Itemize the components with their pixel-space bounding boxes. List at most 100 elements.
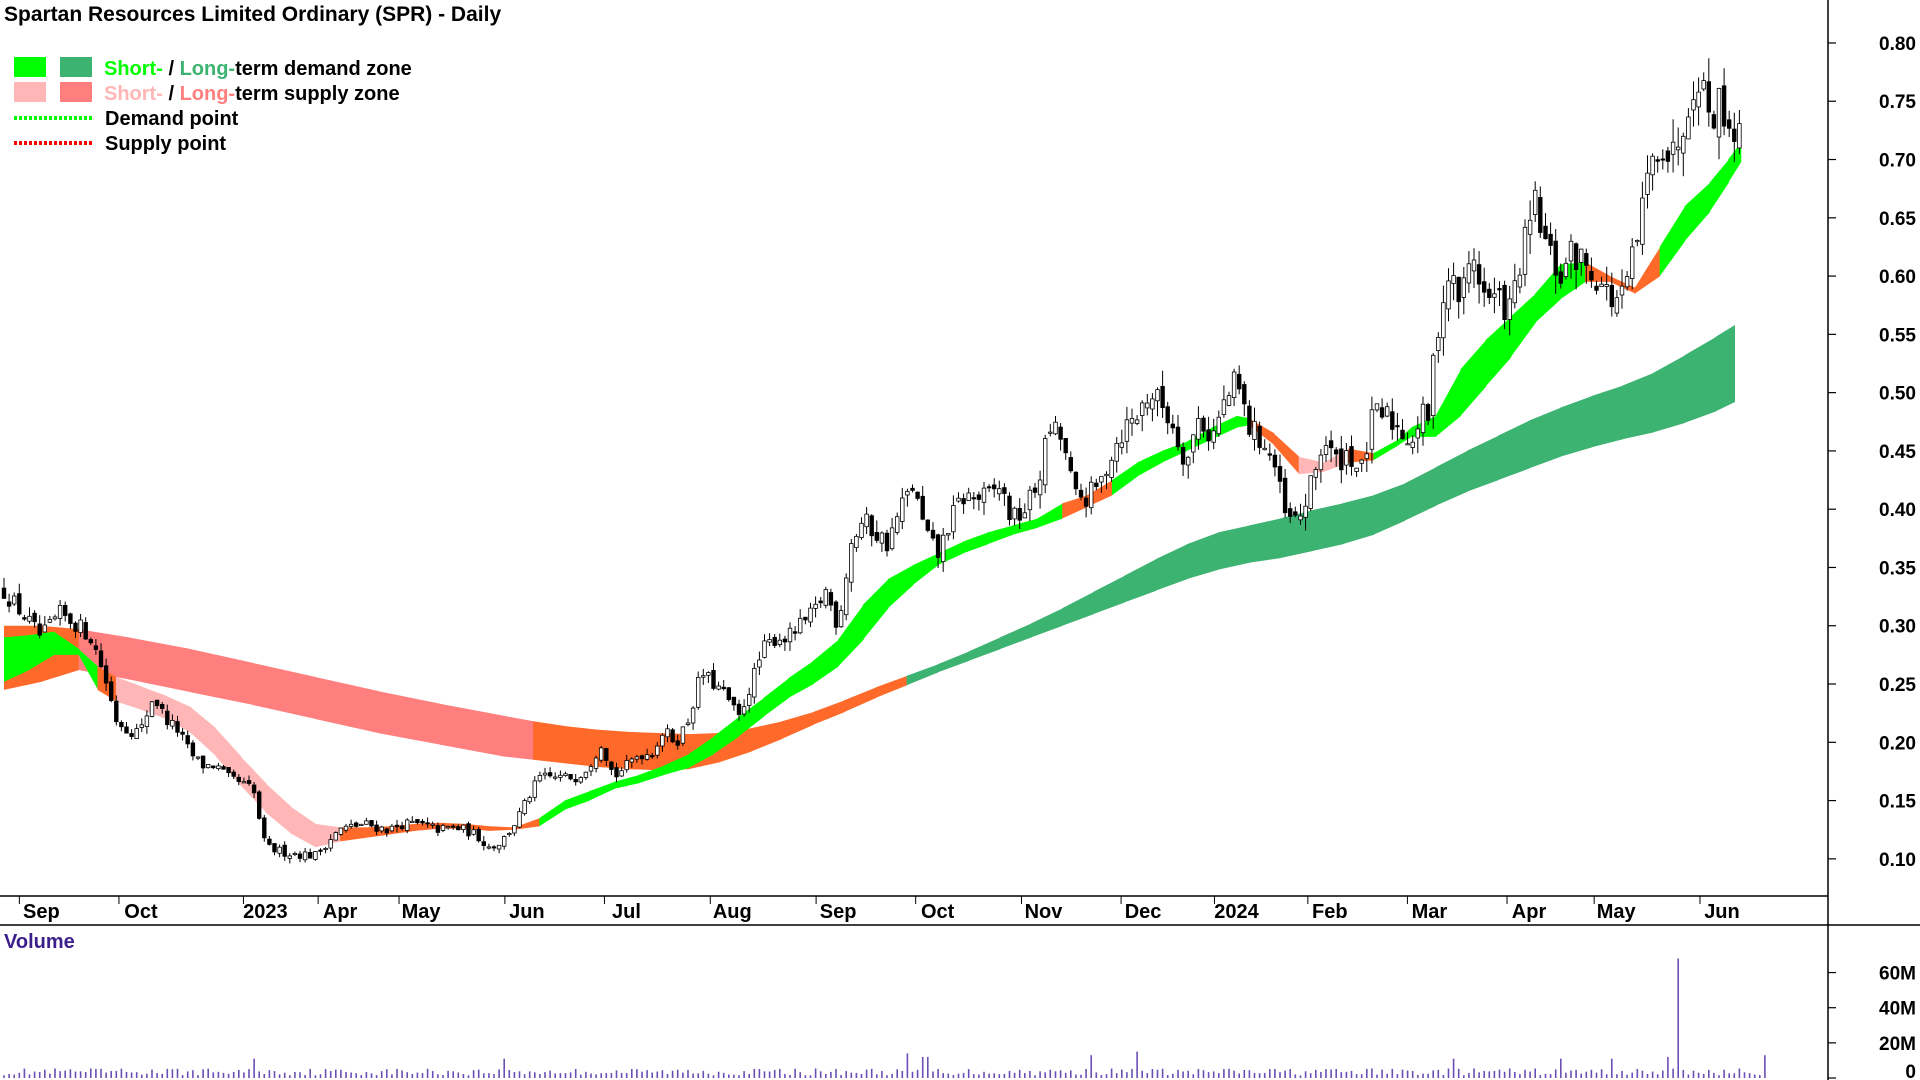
short-term-zone-segment xyxy=(489,826,515,831)
candle-body xyxy=(389,825,395,832)
candle-body xyxy=(823,589,828,606)
candle-body xyxy=(884,532,890,552)
candle-body xyxy=(1012,507,1017,520)
candle-body xyxy=(568,774,573,780)
short-term-zone-segment xyxy=(365,826,391,838)
candle-body xyxy=(1032,487,1038,493)
candle-body xyxy=(716,685,721,690)
short-term-zone-segment xyxy=(78,649,98,690)
candle-body xyxy=(660,734,665,747)
candle-body xyxy=(11,595,17,605)
long-term-zone-segment xyxy=(1155,544,1188,591)
short-term-zone-segment xyxy=(215,728,242,786)
candle-body xyxy=(1323,445,1329,455)
price-tick-label: 0.20 xyxy=(1879,733,1916,754)
candle-body xyxy=(52,616,58,620)
candle-body xyxy=(1242,384,1247,405)
candle-body xyxy=(292,853,298,856)
candle-body xyxy=(226,767,231,774)
candle-body xyxy=(1696,91,1701,108)
candle-body xyxy=(1471,259,1477,272)
candle-body xyxy=(1134,419,1140,424)
long-term-zone-segment xyxy=(1093,575,1125,615)
candle-body xyxy=(1420,403,1426,434)
candle-body xyxy=(1640,197,1645,245)
candle-body xyxy=(1599,283,1604,288)
candle-body xyxy=(777,639,782,646)
candle-body xyxy=(1140,402,1145,416)
candle-body xyxy=(1334,449,1339,455)
candle-body xyxy=(1487,288,1492,299)
candle-body xyxy=(685,722,691,726)
candle-body xyxy=(889,527,895,550)
candle-body xyxy=(757,659,762,668)
candle-body xyxy=(1492,293,1497,298)
candle-body xyxy=(17,593,22,615)
long-term-zone-segment xyxy=(750,721,783,752)
price-tick-label: 0.80 xyxy=(1879,34,1916,55)
candle-body xyxy=(1374,403,1380,411)
candle-body xyxy=(313,851,318,860)
candle-body xyxy=(1573,243,1579,270)
price-tick-label: 0.45 xyxy=(1879,442,1916,463)
candle-body xyxy=(813,603,818,609)
short-term-zone-segment xyxy=(863,579,889,640)
candle-body xyxy=(1288,508,1293,517)
short-term-zone-segment xyxy=(1728,142,1742,183)
date-tick-label: 2023 xyxy=(243,901,288,923)
candle-body xyxy=(675,740,680,746)
candle-body xyxy=(1170,423,1175,429)
candle-body xyxy=(440,825,446,831)
short-term-zone-segment xyxy=(1273,433,1300,475)
candle-body xyxy=(1614,297,1620,314)
candle-body xyxy=(379,826,384,832)
candle-body xyxy=(930,529,936,539)
candle-body xyxy=(1527,219,1533,235)
candle-body xyxy=(1211,430,1216,443)
candle-body xyxy=(1630,246,1635,279)
short-term-zone-segment xyxy=(912,553,939,585)
candle-body xyxy=(1369,409,1375,450)
long-term-zone-segment xyxy=(502,715,534,760)
candle-body xyxy=(1645,172,1650,195)
candle-body xyxy=(343,825,349,831)
long-term-zone-segment xyxy=(439,703,503,757)
date-tick-label: Dec xyxy=(1125,901,1162,923)
candle-body xyxy=(665,728,670,738)
candle-body xyxy=(1349,446,1354,467)
candle-body xyxy=(384,828,389,834)
candle-body xyxy=(287,855,292,859)
candle-body xyxy=(941,534,946,563)
long-term-zone-segment xyxy=(1373,483,1406,535)
candle-body xyxy=(1716,88,1722,138)
short-term-zone xyxy=(4,142,1742,848)
candle-body xyxy=(1732,128,1737,142)
candle-body xyxy=(190,742,196,757)
legend-swatch xyxy=(60,82,92,102)
candle-body xyxy=(165,710,170,726)
candle-body xyxy=(1293,511,1298,516)
candle-body xyxy=(925,519,930,531)
candle-body xyxy=(874,532,879,541)
candle-body xyxy=(348,823,354,827)
candle-body xyxy=(1277,466,1283,482)
candle-body xyxy=(634,756,640,760)
candle-body xyxy=(1328,440,1334,449)
candle-body xyxy=(1476,264,1482,285)
candle-body xyxy=(6,601,12,607)
candle-body xyxy=(1451,275,1456,284)
short-term-zone-segment xyxy=(638,765,665,784)
volume-bars xyxy=(3,958,1766,1078)
date-tick-label: Oct xyxy=(921,901,955,923)
candle-body xyxy=(180,731,185,735)
candle-body xyxy=(1548,233,1553,246)
candle-body xyxy=(1655,159,1660,162)
price-tick-label: 0.50 xyxy=(1879,384,1916,405)
candle-body xyxy=(1216,416,1221,435)
candle-body xyxy=(1089,481,1094,509)
short-term-zone-segment xyxy=(1062,495,1088,519)
long-term-zone-segment xyxy=(253,663,316,719)
candle-body xyxy=(1017,507,1022,521)
short-term-zone-segment xyxy=(4,635,30,682)
candle-body xyxy=(491,846,497,849)
